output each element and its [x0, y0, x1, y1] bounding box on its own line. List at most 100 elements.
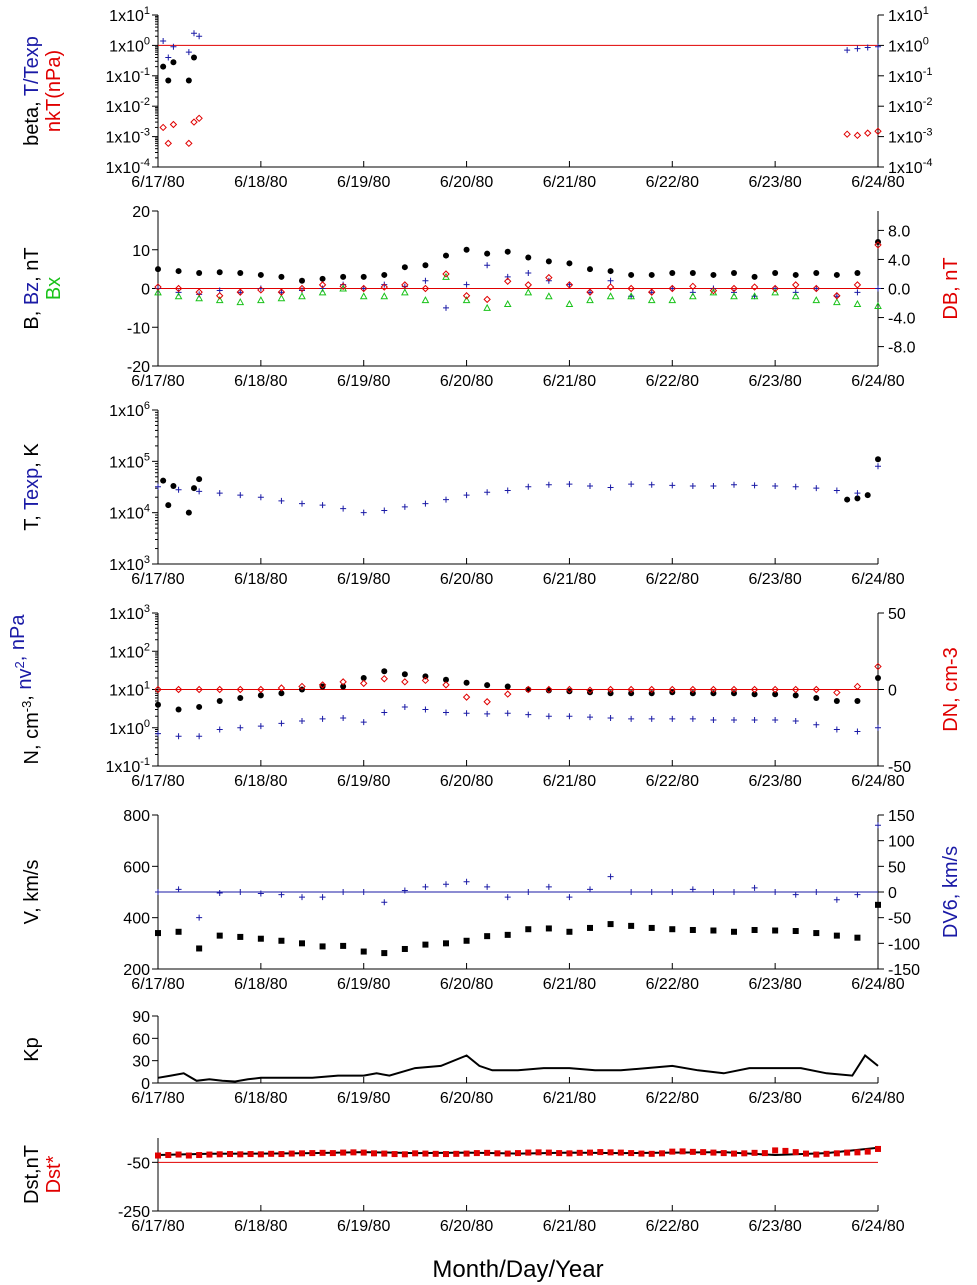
data-point [185, 77, 192, 84]
data-point [191, 30, 197, 37]
right-tick-label: -100 [888, 936, 920, 953]
date-tick-label: 6/19/80 [337, 976, 390, 993]
data-point [340, 714, 347, 721]
data-point [751, 1149, 758, 1156]
data-point [216, 890, 223, 897]
y-tick-label: 1x10-1 [106, 66, 150, 86]
data-point [237, 492, 244, 499]
date-tick-label: 6/21/80 [543, 1090, 596, 1107]
data-point [154, 283, 162, 291]
data-point [216, 1151, 223, 1158]
data-point [874, 127, 882, 135]
data-point [833, 487, 840, 494]
data-point [772, 483, 779, 490]
data-point [191, 54, 197, 61]
y-tick-label: -20 [127, 359, 150, 376]
data-point [545, 687, 552, 694]
y-tick-label: 90 [132, 1009, 150, 1026]
y-tick-label: 400 [123, 911, 150, 928]
date-tick-label: 6/22/80 [646, 1218, 699, 1235]
data-point [237, 724, 244, 731]
data-point [565, 299, 574, 307]
data-point [155, 483, 161, 490]
data-point [299, 1150, 305, 1157]
data-point [463, 878, 470, 885]
data-point [864, 44, 871, 51]
data-point [165, 1152, 172, 1159]
data-point [545, 258, 552, 265]
data-point [772, 1147, 779, 1154]
data-point [380, 292, 389, 300]
data-point [772, 927, 779, 934]
data-point [401, 887, 408, 894]
data-point [731, 928, 737, 935]
data-point [668, 284, 676, 293]
data-point [422, 500, 429, 507]
data-point [525, 483, 532, 490]
date-tick-label: 6/18/80 [234, 1090, 287, 1107]
y-axis-label: B, Bz, nT [21, 247, 43, 329]
data-point [299, 277, 305, 284]
data-point [597, 1149, 604, 1156]
data-point [236, 685, 244, 694]
data-point [319, 943, 326, 950]
data-point [257, 692, 264, 699]
data-point [792, 928, 799, 935]
data-point [668, 296, 677, 304]
data-point [277, 294, 286, 302]
data-point [360, 1149, 367, 1156]
data-point [566, 688, 573, 695]
data-point [401, 503, 408, 510]
data-point [216, 726, 223, 733]
data-point [524, 281, 532, 289]
data-point [524, 685, 532, 694]
data-point [381, 507, 388, 514]
data-point [381, 899, 388, 906]
data-point [421, 676, 430, 685]
data-point [587, 266, 593, 273]
data-point [318, 281, 327, 289]
data-point [174, 685, 183, 694]
data-point [731, 481, 737, 488]
data-point [648, 1150, 655, 1157]
date-tick-label: 6/19/80 [337, 571, 390, 588]
data-point [401, 678, 409, 686]
right-tick-label: 1x10-3 [888, 127, 932, 147]
series-bz [155, 262, 881, 311]
data-point [401, 703, 408, 710]
data-point [196, 476, 203, 483]
data-point [462, 693, 471, 701]
date-tick-label: 6/17/80 [131, 571, 184, 588]
data-point [875, 822, 881, 829]
data-point [853, 682, 862, 691]
data-point [503, 299, 512, 307]
data-point [443, 940, 449, 947]
y-tick-label: 1x104 [109, 503, 150, 523]
data-point [709, 286, 718, 295]
date-tick-label: 6/24/80 [851, 1090, 904, 1107]
data-point [422, 262, 429, 269]
data-point [278, 273, 285, 280]
data-point [854, 934, 861, 941]
data-point [854, 1149, 861, 1156]
y-tick-label: 1x103 [109, 554, 150, 574]
data-point [155, 930, 161, 937]
series-n [155, 668, 881, 713]
series-dst- [155, 1145, 881, 1159]
data-point [277, 684, 286, 692]
data-point [689, 886, 696, 893]
data-point [545, 685, 553, 694]
data-point [504, 690, 512, 698]
y-tick-label: 20 [132, 204, 150, 221]
data-point [792, 718, 799, 725]
data-point [803, 1150, 809, 1157]
data-point [648, 481, 655, 488]
date-tick-label: 6/24/80 [851, 174, 904, 191]
data-point [278, 720, 285, 727]
series-texp [155, 463, 881, 516]
data-point [648, 685, 656, 694]
data-point [299, 894, 305, 901]
data-point [874, 241, 882, 249]
data-point [833, 292, 841, 300]
